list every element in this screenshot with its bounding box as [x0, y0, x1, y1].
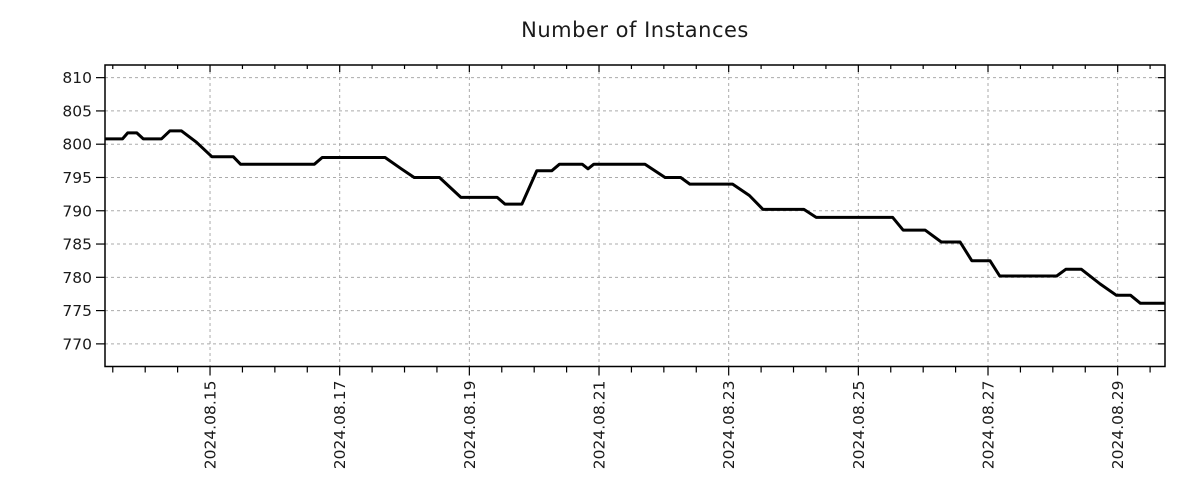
plot-frame [104, 64, 1166, 368]
gridlines [105, 65, 1165, 367]
x-tick-label: 2024.08.15 [202, 381, 220, 470]
x-tick-label: 2024.08.25 [850, 381, 868, 470]
x-tick-label: 2024.08.29 [1109, 381, 1127, 470]
x-tick-label: 2024.08.19 [461, 381, 479, 470]
series-line [105, 129, 1165, 305]
y-tick-label: 785 [62, 236, 92, 254]
y-tick-label: 795 [62, 169, 92, 187]
y-tick-label: 800 [62, 136, 92, 154]
axis-ticks [96, 65, 1165, 376]
axis-tick-labels: 770 775 780 785 790 795 800 805 810 2024.08.15 202… [62, 69, 1127, 469]
x-tick-label: 2024.08.21 [591, 381, 609, 470]
x-tick-label: 2024.08.17 [331, 381, 349, 470]
chart-title: Number of Instances [521, 18, 749, 42]
x-tick-label: 2024.08.27 [980, 381, 998, 470]
y-tick-label: 810 [62, 69, 92, 87]
y-tick-label: 805 [62, 102, 92, 120]
y-tick-label: 780 [62, 269, 92, 287]
x-tick-label: 2024.08.23 [720, 381, 738, 470]
y-tick-label: 770 [62, 335, 92, 353]
y-tick-label: 775 [62, 302, 92, 320]
y-tick-label: 790 [62, 202, 92, 220]
